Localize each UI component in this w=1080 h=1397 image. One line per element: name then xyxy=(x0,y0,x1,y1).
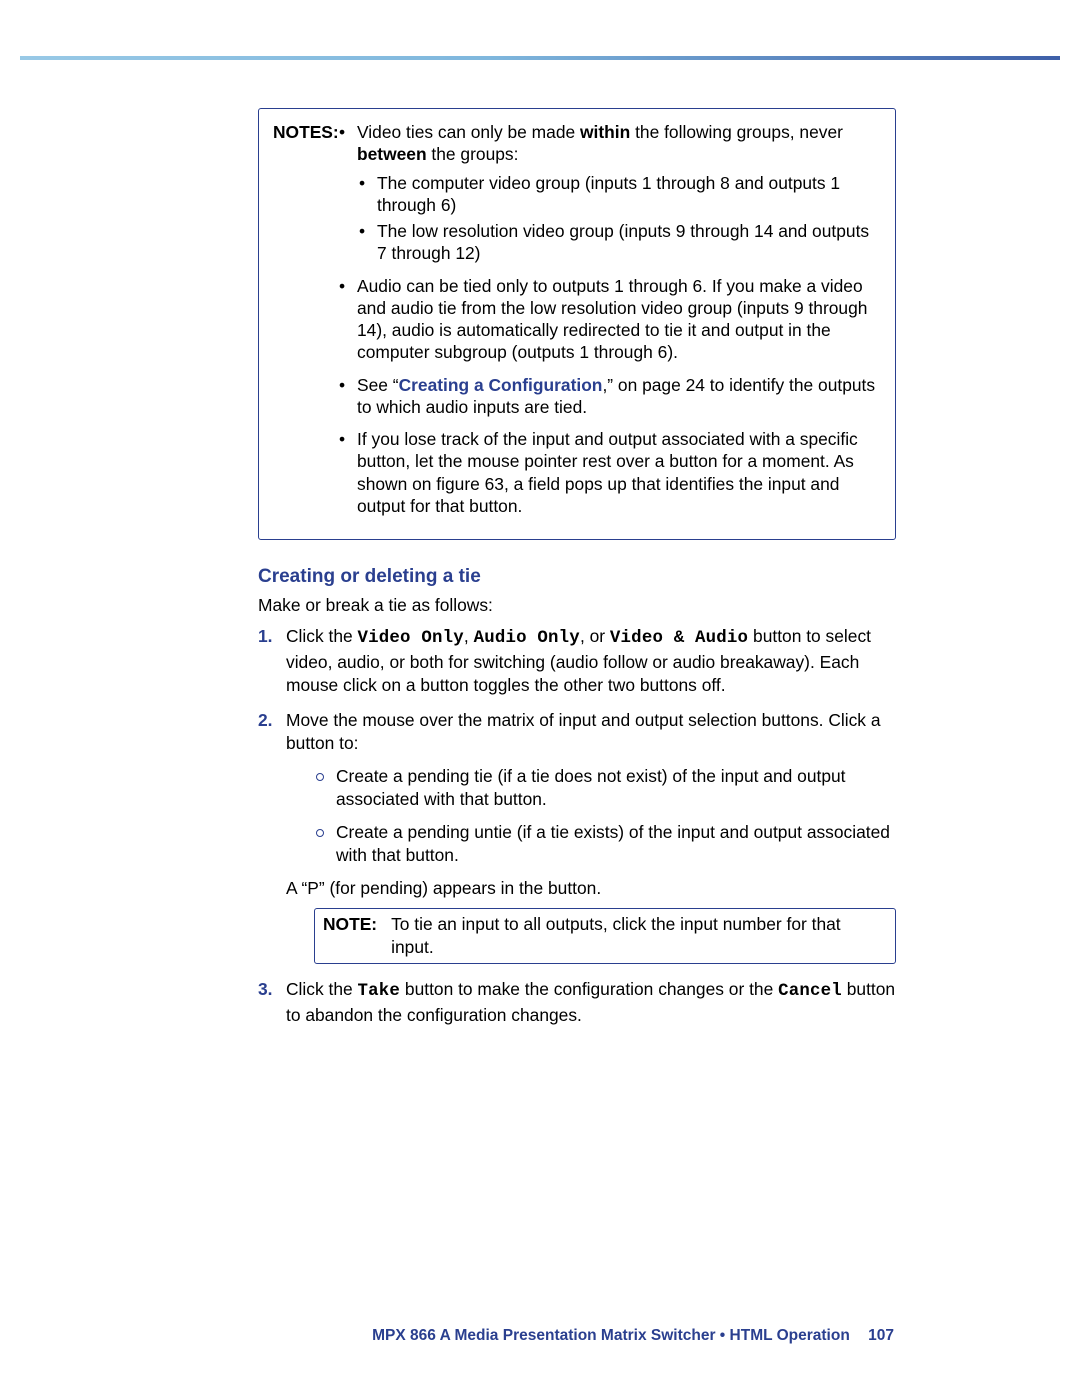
page-number: 107 xyxy=(868,1327,894,1344)
text: button to make the configuration changes… xyxy=(400,979,778,999)
mono-text: Cancel xyxy=(778,982,842,1001)
note-label: NOTE: xyxy=(323,913,377,959)
text: , or xyxy=(580,626,610,646)
footer-text: MPX 866 A Media Presentation Matrix Swit… xyxy=(372,1327,850,1344)
notes-item: See “Creating a Configuration,” on page … xyxy=(339,374,881,419)
text: the groups: xyxy=(427,144,519,164)
notes-item: Video ties can only be made within the f… xyxy=(339,121,881,265)
notes-subitem: The low resolution video group (inputs 9… xyxy=(357,220,881,265)
page: NOTES: Video ties can only be made withi… xyxy=(0,0,1080,1397)
step-number: 1. xyxy=(258,625,273,648)
notes-subitem: The computer video group (inputs 1 throu… xyxy=(357,172,881,217)
content-area: NOTES: Video ties can only be made withi… xyxy=(258,108,896,1039)
notes-body: Video ties can only be made within the f… xyxy=(339,121,881,527)
text: Click the xyxy=(286,979,358,999)
bold-text: within xyxy=(580,122,630,142)
note-callout-box: NOTE: To tie an input to all outputs, cl… xyxy=(314,908,896,964)
mono-text: Take xyxy=(358,982,401,1001)
text: , xyxy=(464,626,474,646)
step-subitem: Create a pending untie (if a tie exists)… xyxy=(314,821,896,867)
step-number: 2. xyxy=(258,709,273,732)
step-item: 3. Click the Take button to make the con… xyxy=(258,978,896,1027)
mono-text: Video Only xyxy=(358,629,464,648)
notes-sublist: The computer video group (inputs 1 throu… xyxy=(357,172,881,265)
steps-list: 1. Click the Video Only, Audio Only, or … xyxy=(258,625,896,1027)
text: Video ties can only be made xyxy=(357,122,580,142)
intro-text: Make or break a tie as follows: xyxy=(258,594,896,617)
step-number: 3. xyxy=(258,978,273,1001)
notes-label: NOTES: xyxy=(273,121,339,527)
mono-text: Audio Only xyxy=(474,629,580,648)
text: See “ xyxy=(357,375,399,395)
text: Click the xyxy=(286,626,358,646)
note-text: To tie an input to all outputs, click th… xyxy=(391,913,887,959)
text: Move the mouse over the matrix of input … xyxy=(286,710,881,753)
notes-item: If you lose track of the input and outpu… xyxy=(339,428,881,517)
step-item: 2. Move the mouse over the matrix of inp… xyxy=(258,709,896,964)
step-subitem: Create a pending tie (if a tie does not … xyxy=(314,765,896,811)
header-gradient-bar xyxy=(20,56,1060,60)
mono-text: Video & Audio xyxy=(610,629,748,648)
footer: MPX 866 A Media Presentation Matrix Swit… xyxy=(372,1327,894,1345)
link-creating-configuration[interactable]: Creating a Configuration xyxy=(399,375,603,395)
bold-text: between xyxy=(357,144,427,164)
text: the following groups, never xyxy=(630,122,843,142)
notes-callout-box: NOTES: Video ties can only be made withi… xyxy=(258,108,896,540)
step-after-text: A “P” (for pending) appears in the butto… xyxy=(286,877,896,900)
notes-list: Video ties can only be made within the f… xyxy=(339,121,881,517)
notes-row: NOTES: Video ties can only be made withi… xyxy=(273,121,881,527)
step-sublist: Create a pending tie (if a tie does not … xyxy=(314,765,896,867)
notes-item: Audio can be tied only to outputs 1 thro… xyxy=(339,275,881,364)
section-heading: Creating or deleting a tie xyxy=(258,566,896,588)
step-item: 1. Click the Video Only, Audio Only, or … xyxy=(258,625,896,697)
